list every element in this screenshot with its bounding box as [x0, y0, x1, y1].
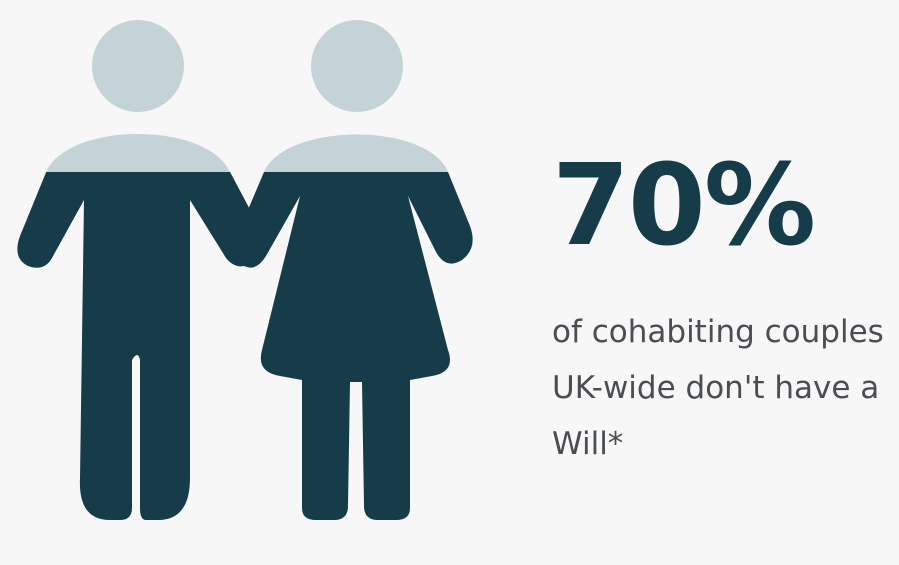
statistic-block: 70% of cohabiting couples UK-wide don't …: [552, 150, 899, 472]
couple-holding-hands-icon: [17, 20, 473, 520]
statistic-caption: of cohabiting couples UK-wide don't have…: [552, 314, 884, 462]
statistic-value: 70%: [552, 141, 816, 271]
figure-bottom-dark-section: [17, 172, 473, 520]
